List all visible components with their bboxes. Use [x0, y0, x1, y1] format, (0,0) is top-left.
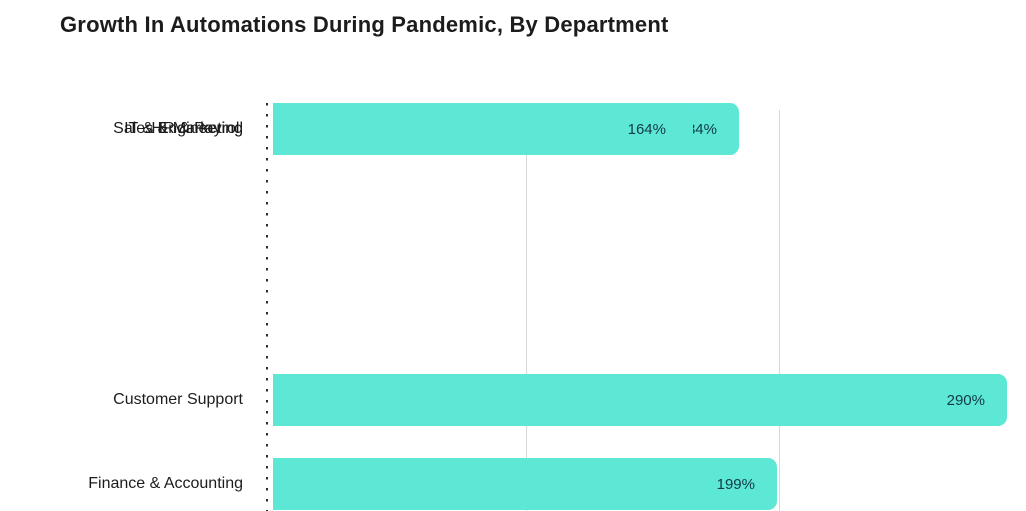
value-label: 199% — [716, 475, 755, 493]
value-label: 164% — [627, 120, 666, 138]
bar-row-finance-accounting: Finance & Accounting 199% — [0, 458, 1026, 510]
plot-area: Customer Support 290% Finance & Accounti… — [0, 103, 1026, 511]
bar-row-customer-support: Customer Support 290% — [0, 374, 1026, 426]
gridline-100 — [526, 110, 527, 511]
value-label: 290% — [946, 391, 985, 409]
category-label: Customer Support — [113, 391, 243, 408]
category-label: Finance & Accounting — [88, 475, 243, 492]
chart-title: Growth In Automations During Pandemic, B… — [60, 12, 669, 37]
bar-finance-accounting: 199% — [273, 458, 777, 510]
gridline-200 — [779, 110, 780, 511]
category-label: IT & Engineering — [124, 120, 243, 137]
bar-row-it-engineering: IT & Engineering 164% — [0, 103, 1026, 155]
bar-customer-support: 290% — [273, 374, 1007, 426]
category-label: Sales & Marketing — [113, 120, 243, 137]
category-label: HR & Payroll — [151, 120, 243, 137]
zero-baseline-dotted — [266, 103, 268, 511]
bar-it-engineering: 164% — [273, 103, 688, 155]
